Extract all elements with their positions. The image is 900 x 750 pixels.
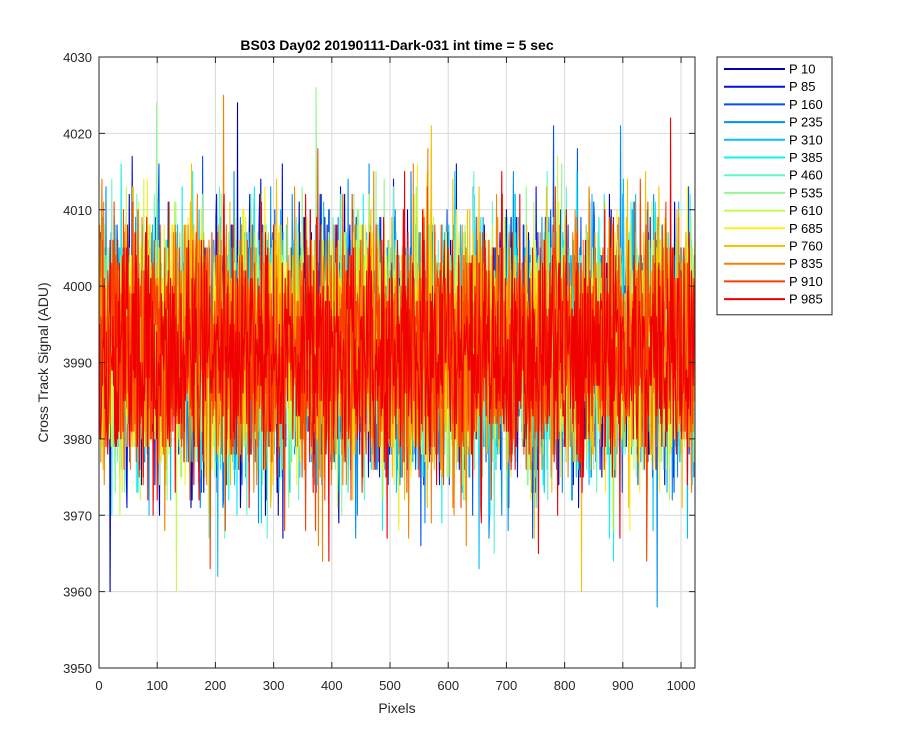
legend-entry-label: P 235 (789, 115, 823, 130)
y-axis-label: Cross Track Signal (ADU) (35, 282, 51, 442)
chart-title: BS03 Day02 20190111-Dark-031 int time = … (240, 37, 553, 53)
y-tick-label: 4000 (63, 279, 92, 294)
legend-entry-label: P 685 (789, 221, 823, 236)
y-axis-ticks: 3950 3960 3970 3980 3990 4000 4010 4020 4030 (63, 50, 695, 676)
x-tick-label: 700 (496, 678, 518, 693)
x-axis-ticks: 0 100 200 300 400 500 600 700 800 900 1000 (95, 57, 695, 693)
x-tick-label: 500 (379, 678, 401, 693)
legend-entry-label: P 85 (789, 79, 816, 94)
x-tick-label: 600 (437, 678, 459, 693)
x-tick-label: 300 (263, 678, 285, 693)
y-tick-label: 4010 (63, 203, 92, 218)
y-tick-label: 3950 (63, 661, 92, 676)
legend-entry-label: P 610 (789, 203, 823, 218)
y-tick-label: 4030 (63, 50, 92, 65)
legend-box (716, 56, 833, 316)
x-tick-label: 200 (205, 678, 227, 693)
y-tick-label: 4020 (63, 126, 92, 141)
x-tick-label: 400 (321, 678, 343, 693)
legend-entry-label: P 910 (789, 274, 823, 289)
x-tick-label: 900 (612, 678, 634, 693)
x-tick-label: 0 (95, 678, 102, 693)
legend-entry-label: P 835 (789, 256, 823, 271)
series-lines (99, 87, 696, 608)
legend-entry-label: P 385 (789, 150, 823, 165)
legend-entry-label: P 160 (789, 97, 823, 112)
x-tick-label: 100 (146, 678, 168, 693)
y-tick-label: 3970 (63, 508, 92, 523)
legend-entry-label: P 535 (789, 185, 823, 200)
legend-entry-label: P 10 (789, 62, 816, 77)
legend-entry-label: P 985 (789, 292, 823, 307)
legend: P 10 P 85 P 160 P 235 P 310 P 385 P 460 P 535 P … (716, 56, 833, 316)
legend-entry-label: P 760 (789, 239, 823, 254)
legend-entry-label: P 460 (789, 168, 823, 183)
x-tick-label: 1000 (667, 678, 696, 693)
series-line-p-985 (99, 117, 696, 562)
x-axis-label: Pixels (378, 700, 415, 716)
y-tick-label: 3980 (63, 432, 92, 447)
y-tick-label: 3990 (63, 356, 92, 371)
x-tick-label: 800 (554, 678, 576, 693)
y-tick-label: 3960 (63, 585, 92, 600)
legend-entry-label: P 310 (789, 132, 823, 147)
